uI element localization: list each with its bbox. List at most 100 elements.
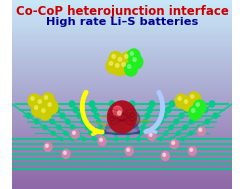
- Circle shape: [125, 54, 128, 58]
- Bar: [12, 69, 232, 72]
- Circle shape: [51, 131, 55, 135]
- Circle shape: [189, 131, 193, 135]
- Bar: [12, 131, 232, 134]
- Circle shape: [44, 143, 52, 152]
- Circle shape: [45, 100, 58, 114]
- Circle shape: [113, 125, 117, 129]
- Circle shape: [205, 119, 210, 124]
- Circle shape: [170, 139, 178, 149]
- Bar: [12, 152, 232, 155]
- Circle shape: [116, 64, 119, 67]
- Circle shape: [170, 137, 173, 141]
- Bar: [12, 184, 232, 187]
- Bar: [12, 35, 232, 38]
- Circle shape: [197, 126, 205, 136]
- Bar: [12, 80, 232, 83]
- Circle shape: [71, 125, 75, 129]
- Circle shape: [34, 119, 39, 124]
- Bar: [12, 88, 232, 91]
- Circle shape: [36, 107, 41, 113]
- Circle shape: [188, 146, 196, 156]
- Bar: [12, 128, 232, 130]
- Circle shape: [35, 97, 48, 111]
- Circle shape: [50, 119, 54, 124]
- Circle shape: [128, 119, 132, 124]
- Circle shape: [46, 144, 48, 147]
- Circle shape: [66, 119, 70, 124]
- Bar: [12, 67, 232, 70]
- Bar: [12, 29, 232, 32]
- Bar: [12, 27, 232, 30]
- Bar: [12, 14, 232, 17]
- Circle shape: [129, 107, 134, 113]
- Bar: [12, 73, 232, 76]
- Circle shape: [112, 119, 116, 124]
- Bar: [12, 44, 232, 47]
- Circle shape: [89, 101, 95, 107]
- Bar: [12, 165, 232, 168]
- Circle shape: [213, 113, 218, 118]
- Bar: [12, 135, 232, 138]
- Circle shape: [149, 101, 155, 107]
- Circle shape: [192, 109, 195, 112]
- Circle shape: [115, 54, 129, 70]
- Circle shape: [98, 136, 106, 146]
- Bar: [12, 129, 232, 132]
- Circle shape: [42, 109, 45, 112]
- Circle shape: [112, 60, 126, 75]
- Bar: [12, 158, 232, 161]
- Circle shape: [155, 125, 159, 129]
- Bar: [12, 150, 232, 153]
- Circle shape: [71, 129, 79, 139]
- Bar: [12, 61, 232, 64]
- Circle shape: [162, 113, 167, 118]
- Circle shape: [189, 106, 202, 120]
- Circle shape: [129, 101, 135, 107]
- Bar: [12, 5, 232, 8]
- Bar: [12, 101, 232, 104]
- Circle shape: [122, 51, 135, 67]
- Circle shape: [127, 49, 140, 63]
- Circle shape: [109, 101, 115, 107]
- Circle shape: [128, 113, 133, 118]
- Circle shape: [130, 55, 143, 69]
- Circle shape: [44, 96, 48, 99]
- Circle shape: [128, 65, 131, 68]
- Circle shape: [141, 125, 145, 129]
- Circle shape: [137, 137, 140, 141]
- Circle shape: [149, 133, 152, 136]
- Circle shape: [60, 137, 63, 141]
- Circle shape: [143, 119, 147, 124]
- Bar: [12, 124, 232, 127]
- Circle shape: [92, 107, 97, 113]
- Circle shape: [196, 103, 199, 106]
- Bar: [12, 122, 232, 125]
- Bar: [12, 22, 232, 25]
- Circle shape: [60, 113, 65, 118]
- Circle shape: [64, 131, 68, 135]
- Circle shape: [189, 101, 195, 107]
- Circle shape: [163, 153, 166, 156]
- Bar: [12, 0, 232, 2]
- Circle shape: [119, 60, 132, 74]
- Circle shape: [130, 52, 133, 55]
- Bar: [12, 103, 232, 106]
- Bar: [12, 175, 232, 178]
- Circle shape: [172, 141, 175, 144]
- Circle shape: [82, 137, 85, 141]
- Bar: [12, 162, 232, 164]
- Bar: [12, 95, 232, 98]
- Circle shape: [126, 131, 130, 135]
- Circle shape: [148, 132, 156, 140]
- Bar: [12, 37, 232, 40]
- Bar: [12, 143, 232, 146]
- Circle shape: [181, 137, 184, 141]
- Circle shape: [203, 107, 208, 113]
- Bar: [12, 10, 232, 13]
- Circle shape: [109, 61, 113, 65]
- Bar: [12, 97, 232, 100]
- Circle shape: [39, 106, 51, 120]
- Circle shape: [102, 131, 105, 135]
- Circle shape: [110, 107, 115, 113]
- Circle shape: [115, 137, 118, 141]
